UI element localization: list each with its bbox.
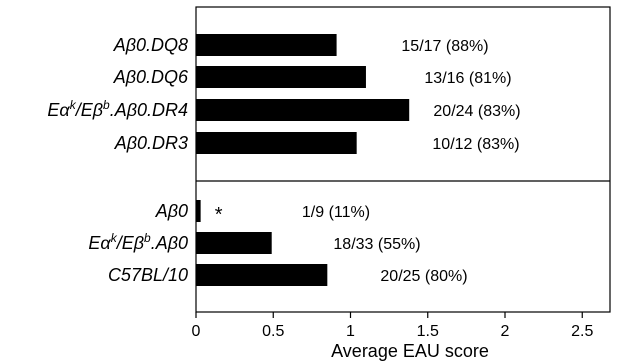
data-label: 10/12 (83%) [432, 136, 519, 153]
x-tick-label: 0.5 [262, 323, 284, 340]
category-label: Aβ0 [155, 201, 188, 221]
x-tick-label: 2 [501, 323, 510, 340]
category-label: Aβ0.DQ8 [113, 35, 188, 55]
category-label: Aβ0.DR3 [114, 133, 188, 153]
x-tick-label: 1.5 [417, 323, 439, 340]
bar [196, 200, 201, 222]
plot-border [195, 6, 611, 313]
x-axis: 0 0.5 1 1.5 2 2.5 [192, 312, 593, 340]
x-tick-label: 1 [346, 323, 355, 340]
annotation-layer: 15/17 (88%) 13/16 (81%) 20/24 (83%) 10/12 (… [215, 38, 521, 285]
x-axis-title: Average EAU score [331, 341, 489, 361]
x-tick-label: 0 [192, 323, 201, 340]
significance-marker: * [215, 204, 223, 226]
plot-frame [195, 6, 611, 313]
category-label: C57BL/10 [108, 265, 188, 285]
bar [196, 232, 272, 254]
bar [196, 66, 366, 88]
data-label: 20/24 (83%) [433, 103, 520, 120]
data-label: 18/33 (55%) [333, 236, 420, 253]
category-label: Aβ0.DQ6 [113, 67, 189, 87]
bar [196, 34, 337, 56]
bar [196, 132, 357, 154]
category-labels: Aβ0.DQ8 Aβ0.DQ6 Eαk/Eβb.Aβ0.DR4 Aβ0.DR3 Aβ0 E… [47, 35, 189, 285]
data-label: 13/16 (81%) [424, 70, 511, 87]
bar-layer [196, 34, 410, 286]
x-tick-label: 2.5 [571, 323, 593, 340]
data-label: 1/9 (11%) [302, 204, 370, 221]
category-label: Eαk/Eβb.Aβ0.DR4 [47, 98, 188, 120]
data-label: 20/25 (80%) [380, 268, 467, 285]
data-label: 15/17 (88%) [401, 38, 488, 55]
bar [196, 99, 410, 121]
bar [196, 264, 328, 286]
category-label: Eαk/Eβb.Aβ0 [88, 231, 188, 253]
